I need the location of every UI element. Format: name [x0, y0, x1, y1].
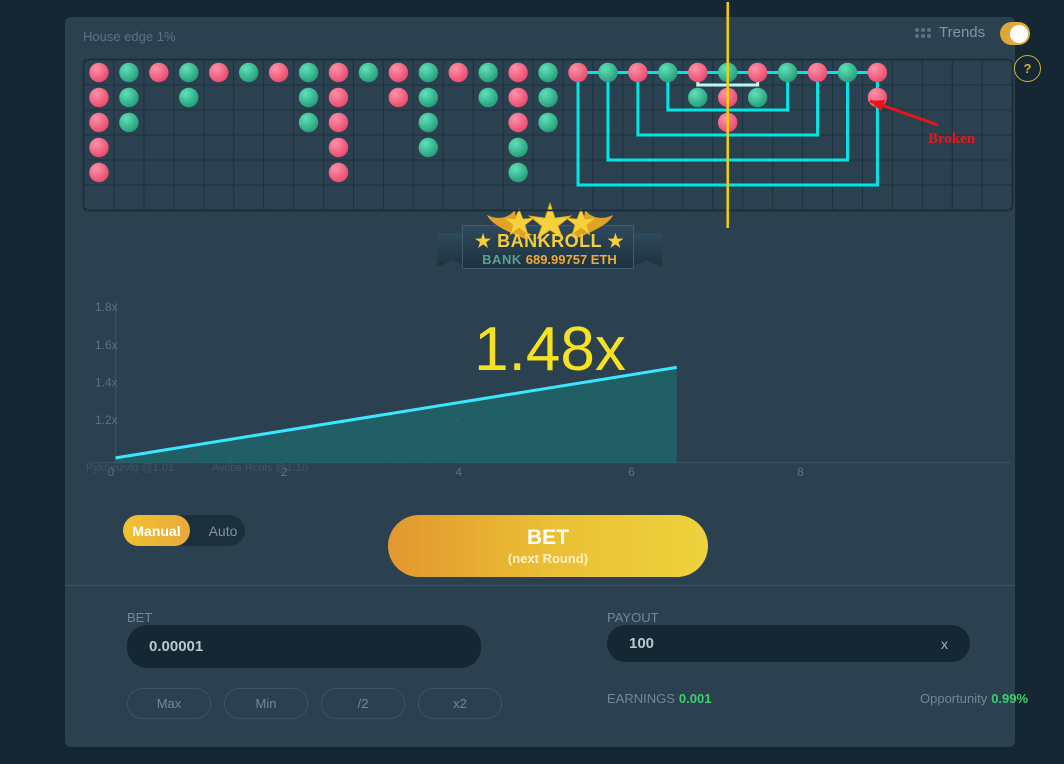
svg-text:1.2x: 1.2x — [95, 413, 118, 427]
svg-text:1.6x: 1.6x — [95, 338, 118, 352]
svg-text:6: 6 — [628, 465, 635, 479]
svg-text:Pyktxnzvlq @1.01: Pyktxnzvlq @1.01 — [86, 462, 174, 474]
svg-text:Broken: Broken — [928, 131, 976, 147]
svg-text:1.8x: 1.8x — [95, 300, 118, 314]
svg-text:8: 8 — [797, 465, 804, 479]
svg-text:1.4x: 1.4x — [95, 376, 118, 390]
svg-text:4: 4 — [455, 465, 462, 479]
svg-text:Avcbs Rcnls @1.10: Avcbs Rcnls @1.10 — [212, 462, 308, 474]
